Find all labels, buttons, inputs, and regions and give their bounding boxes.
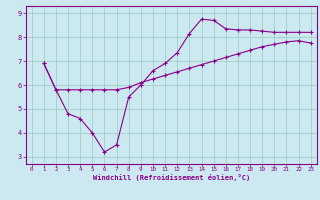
X-axis label: Windchill (Refroidissement éolien,°C): Windchill (Refroidissement éolien,°C) xyxy=(92,174,250,181)
